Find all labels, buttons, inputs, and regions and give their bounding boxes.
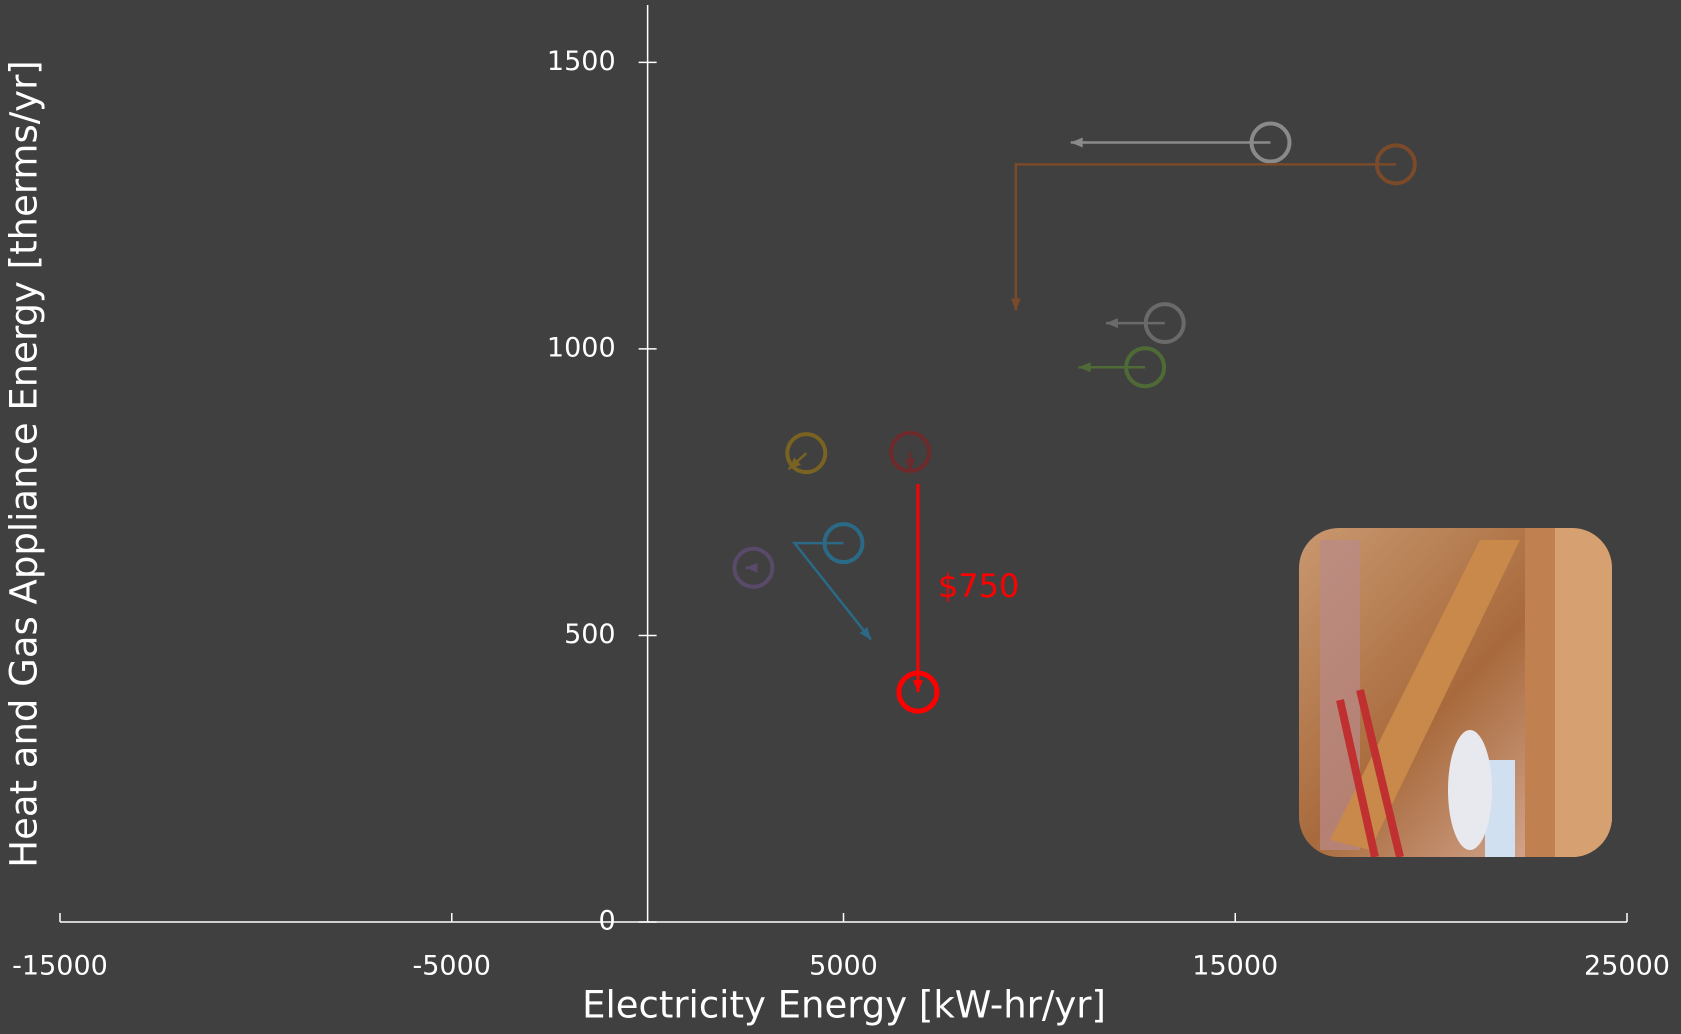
photo-inset [1299,528,1612,857]
trajectory [791,541,872,641]
point [1124,346,1167,389]
point [896,670,940,714]
y-tick-label: 1500 [547,46,616,77]
x-tick-label: 5000 [809,951,878,982]
trajectory [1014,163,1396,311]
point [1249,121,1292,164]
x-tick-label: -15000 [12,951,108,982]
point [889,431,932,474]
y-tick-label: 1000 [547,332,616,363]
arrowhead [1070,137,1083,148]
y-axis-title: Heat and Gas Appliance Energy [therms/yr… [3,60,46,867]
arrowhead [905,458,916,471]
arrowhead [745,562,758,573]
arrowhead [1010,298,1021,311]
point [1374,143,1417,186]
x-tick-label: 25000 [1584,951,1670,982]
point [785,432,828,475]
arrowhead [859,626,871,640]
point [822,522,865,565]
arrowhead [1105,318,1118,329]
arrowhead [1078,362,1091,373]
point [732,546,775,589]
point [1143,302,1186,345]
x-tick-label: 15000 [1192,951,1278,982]
x-axis-title: Electricity Energy [kW-hr/yr] [582,984,1106,1027]
annotation: $750 [938,567,1019,605]
x-tick-label: -5000 [413,951,491,982]
y-tick-label: 500 [564,619,616,650]
arrowhead [912,680,923,693]
y-tick-label: 0 [598,906,615,937]
